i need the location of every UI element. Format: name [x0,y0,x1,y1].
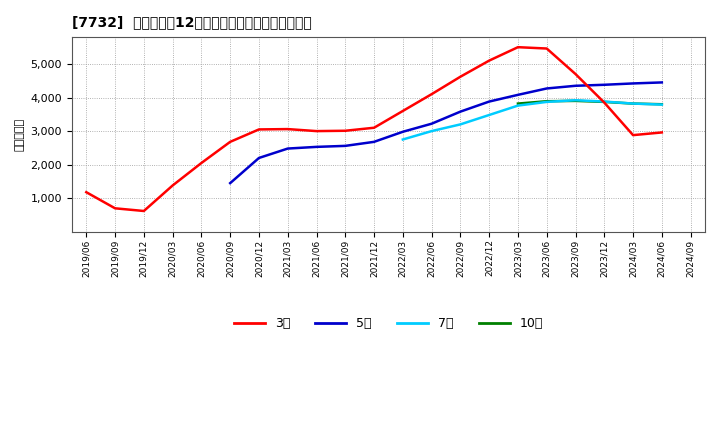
10年 [513,101,522,106]
3年 [370,125,379,130]
3年 [82,190,91,195]
3年 [427,92,436,97]
5年 [513,92,522,98]
10年 [542,99,551,104]
3年 [456,74,464,79]
5年 [370,139,379,144]
3年 [284,126,292,132]
7年 [427,128,436,134]
5年 [226,180,235,186]
5年 [542,86,551,91]
3年 [485,58,493,63]
3年 [571,71,580,77]
Line: 3年: 3年 [86,47,662,211]
5年 [485,99,493,104]
7年 [600,99,608,104]
5年 [284,146,292,151]
3年 [542,46,551,51]
10年 [571,98,580,103]
5年 [341,143,350,149]
Line: 5年: 5年 [230,82,662,183]
3年 [255,127,264,132]
Text: [7732]  当期純利益12か月移動合計の標準偏差の推移: [7732] 当期純利益12か月移動合計の標準偏差の推移 [72,15,312,29]
3年 [168,183,177,188]
5年 [571,83,580,88]
7年 [629,101,637,106]
5年 [255,155,264,161]
7年 [657,102,666,107]
5年 [657,80,666,85]
10年 [657,102,666,107]
3年 [111,205,120,211]
7年 [398,137,407,142]
3年 [312,128,321,134]
3年 [398,108,407,114]
10年 [600,99,608,105]
3年 [226,139,235,144]
Line: 7年: 7年 [402,100,662,139]
3年 [197,160,206,165]
Legend: 3年, 5年, 7年, 10年: 3年, 5年, 7年, 10年 [228,312,549,335]
3年 [657,130,666,135]
3年 [513,44,522,50]
3年 [629,132,637,138]
5年 [312,144,321,150]
5年 [600,82,608,88]
10年 [629,101,637,106]
3年 [341,128,350,133]
Y-axis label: （百万円）: （百万円） [15,118,25,151]
5年 [398,129,407,134]
7年 [542,99,551,105]
5年 [456,109,464,114]
7年 [571,98,580,103]
Line: 10年: 10年 [518,101,662,104]
7年 [456,122,464,127]
3年 [600,100,608,105]
7年 [485,112,493,117]
7年 [513,103,522,108]
5年 [629,81,637,86]
3年 [140,209,148,214]
5年 [427,121,436,126]
